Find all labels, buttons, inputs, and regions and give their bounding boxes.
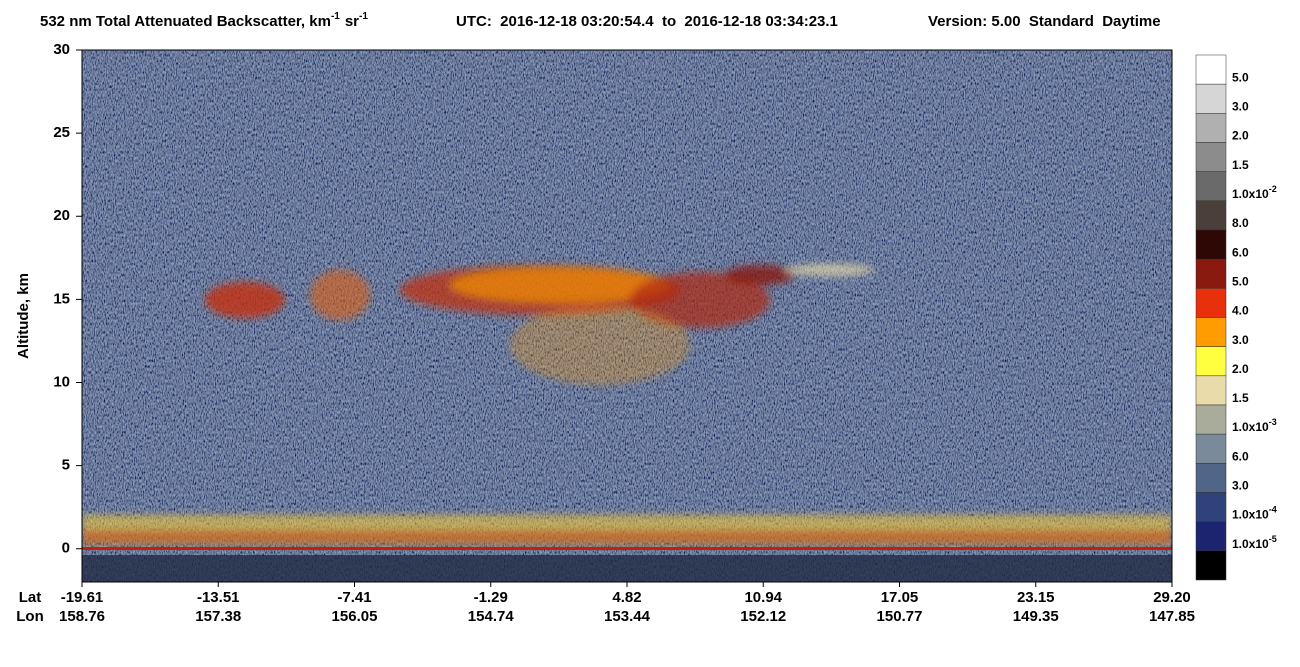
lon-label: 154.74 bbox=[468, 608, 515, 625]
lat-label: -7.41 bbox=[337, 589, 371, 606]
y-tick-label: 10 bbox=[53, 373, 70, 390]
colorbar-bin bbox=[1195, 142, 1227, 172]
version: Version: 5.00 Standard Daytime bbox=[928, 13, 1161, 30]
lon-label: 153.44 bbox=[604, 608, 651, 625]
colorbar-bin bbox=[1195, 550, 1227, 581]
colorbar-bin bbox=[1195, 258, 1227, 289]
colorbar-bin bbox=[1195, 433, 1227, 464]
y-tick-label: 20 bbox=[53, 207, 70, 224]
colorbar-label: 5.0 bbox=[1232, 70, 1249, 84]
colorbar-label-base: 1.0x10 bbox=[1232, 508, 1269, 522]
colorbar-label: 2.0 bbox=[1232, 129, 1249, 143]
colorbar-label-base: 1.0x10 bbox=[1232, 537, 1269, 551]
lon-label: 150.77 bbox=[877, 608, 923, 625]
colorbar-label: 1.0x10-4 bbox=[1232, 505, 1277, 522]
lat-label: 29.20 bbox=[1153, 589, 1191, 606]
colorbar-label: 1.0x10-5 bbox=[1232, 534, 1277, 551]
backscatter-image bbox=[82, 50, 1172, 582]
colorbar-bin bbox=[1195, 83, 1227, 114]
colorbar-bin bbox=[1195, 521, 1227, 552]
colorbar-label: 6.0 bbox=[1232, 245, 1249, 259]
lat-title: Lat bbox=[19, 589, 42, 606]
lat-label: 17.05 bbox=[881, 589, 919, 606]
lon-label: 149.35 bbox=[1013, 608, 1059, 625]
lon-label: 157.38 bbox=[195, 608, 241, 625]
colorbar-bin bbox=[1195, 113, 1227, 143]
colorbar-bin bbox=[1195, 54, 1227, 85]
chart-title: 532 nm Total Attenuated Backscatter, km-… bbox=[40, 11, 368, 30]
y-tick-label: 30 bbox=[53, 41, 70, 58]
lon-label: 152.12 bbox=[740, 608, 786, 625]
y-tick-label: 25 bbox=[53, 124, 70, 141]
colorbar-bin bbox=[1195, 200, 1227, 231]
y-tick-label: 15 bbox=[53, 290, 70, 307]
y-axis-label: Altitude, km bbox=[15, 273, 32, 359]
colorbar-bin bbox=[1195, 346, 1227, 377]
lat-label: -1.29 bbox=[474, 589, 508, 606]
lat-label: 23.15 bbox=[1017, 589, 1055, 606]
colorbar-label: 3.0 bbox=[1232, 100, 1249, 114]
time-range: UTC: 2016-12-18 03:20:54.4 to 2016-12-18… bbox=[456, 13, 838, 30]
lon-label: 158.76 bbox=[59, 608, 105, 625]
colorbar-label: 1.5 bbox=[1232, 158, 1249, 172]
colorbar-bin bbox=[1195, 288, 1227, 318]
colorbar-bin bbox=[1195, 229, 1227, 260]
colorbar-label-exp: -2 bbox=[1269, 184, 1277, 194]
lat-label: -13.51 bbox=[197, 589, 240, 606]
lon-label: 156.05 bbox=[332, 608, 378, 625]
colorbar-label: 1.0x10-3 bbox=[1232, 418, 1277, 435]
colorbar-label: 3.0 bbox=[1232, 479, 1249, 493]
colorbar-label-exp: -4 bbox=[1269, 505, 1277, 515]
y-tick-label: 5 bbox=[62, 457, 70, 474]
lat-label: 4.82 bbox=[612, 589, 641, 606]
colorbar-label: 2.0 bbox=[1232, 362, 1249, 376]
colorbar-bin bbox=[1195, 171, 1227, 202]
colorbar-bin bbox=[1195, 463, 1227, 493]
lat-label: -19.61 bbox=[61, 589, 104, 606]
lon-label: 147.85 bbox=[1149, 608, 1195, 625]
colorbar: 5.03.02.01.51.0x10-28.06.05.04.03.02.01.… bbox=[1195, 54, 1277, 581]
colorbar-label-exp: -3 bbox=[1269, 418, 1277, 428]
colorbar-label: 1.0x10-2 bbox=[1232, 184, 1277, 201]
colorbar-bin bbox=[1195, 317, 1227, 347]
y-tick-label: 0 bbox=[62, 540, 70, 557]
colorbar-label: 4.0 bbox=[1232, 304, 1249, 318]
colorbar-label: 8.0 bbox=[1232, 216, 1249, 230]
colorbar-label: 3.0 bbox=[1232, 333, 1249, 347]
colorbar-label-base: 1.0x10 bbox=[1232, 420, 1269, 434]
lat-label: 10.94 bbox=[744, 589, 782, 606]
lon-title: Lon bbox=[16, 608, 44, 625]
colorbar-label: 5.0 bbox=[1232, 275, 1249, 289]
colorbar-bin bbox=[1195, 375, 1227, 406]
colorbar-label: 6.0 bbox=[1232, 450, 1249, 464]
colorbar-label: 1.5 bbox=[1232, 391, 1249, 405]
colorbar-bin bbox=[1195, 404, 1227, 435]
colorbar-bin bbox=[1195, 492, 1227, 522]
colorbar-label-base: 1.0x10 bbox=[1232, 187, 1269, 201]
colorbar-label-exp: -5 bbox=[1269, 534, 1277, 544]
